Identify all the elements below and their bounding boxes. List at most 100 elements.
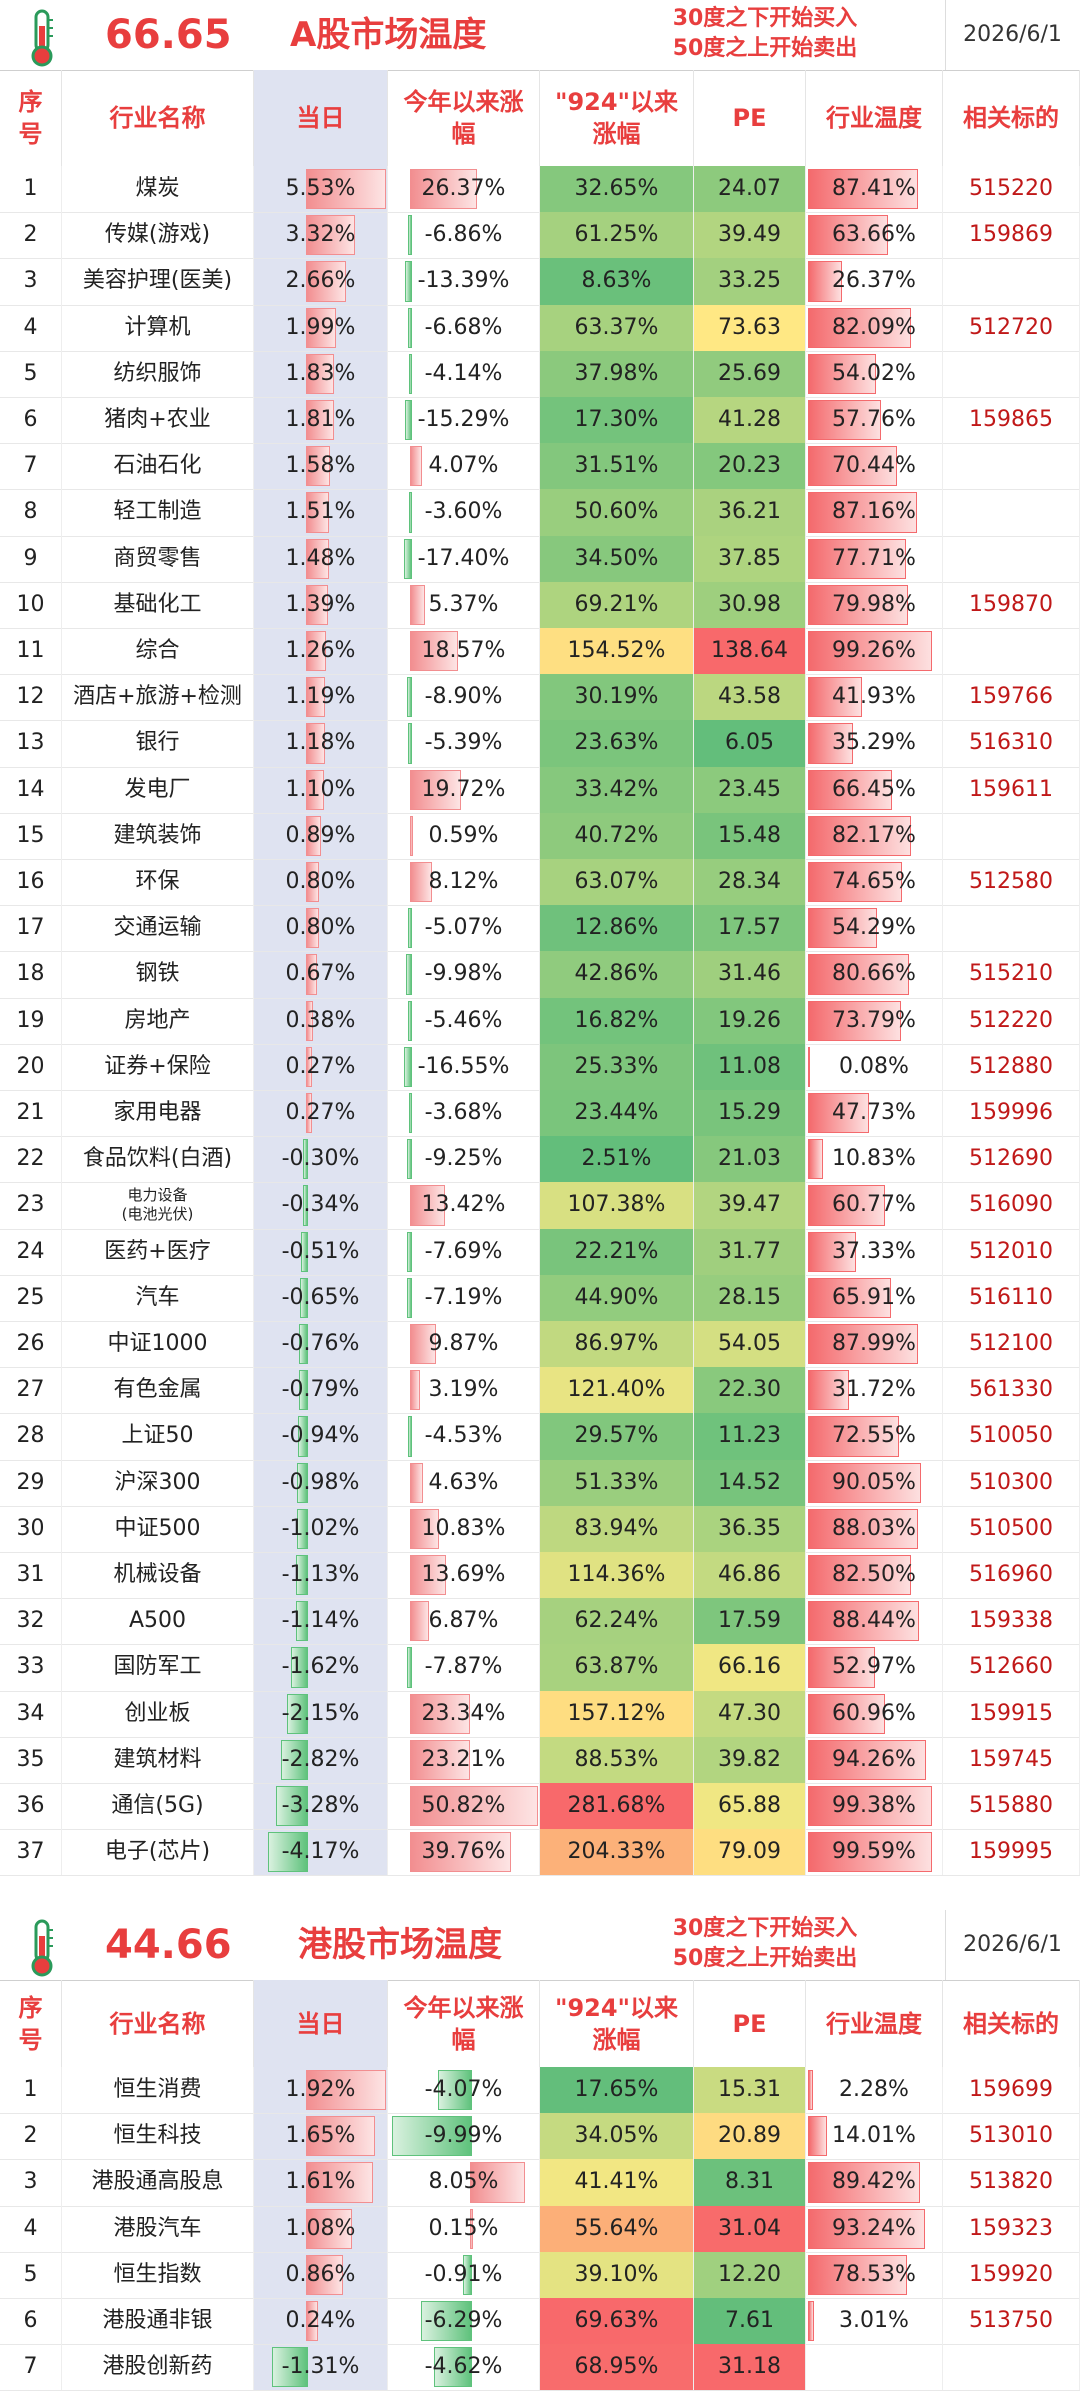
today-bar — [301, 1231, 308, 1272]
cell-pe-text: 31.77 — [718, 1238, 781, 1264]
cell-idx-text: 1 — [23, 176, 38, 201]
cell-today: 0.80% — [254, 859, 388, 906]
ytd-bar — [470, 2162, 526, 2203]
cell-today: -2.82% — [254, 1736, 388, 1783]
cell-idx: 10 — [0, 581, 62, 628]
cell-temp-text: 90.05% — [832, 1469, 916, 1495]
cell-idx-text: 22 — [16, 1146, 45, 1172]
cell-name-text: 基础化工 — [113, 591, 202, 617]
cell-temp-text: 72.55% — [832, 1423, 916, 1449]
cell-temp-text: 89.42% — [832, 2169, 916, 2195]
ytd-bar — [404, 1046, 412, 1087]
cell-ytd-text: 26.37% — [421, 176, 506, 201]
cell-ytd-text: -7.19% — [424, 1284, 503, 1310]
cell-code: 159338 — [943, 1598, 1080, 1645]
cell-pe-text: 47.30 — [718, 1700, 781, 1726]
cell-idx: 4 — [0, 304, 62, 351]
report-date: 2026/6/1 — [963, 22, 1062, 47]
temperature-bar — [808, 307, 911, 348]
today-bar — [306, 954, 318, 995]
temperature-bar — [808, 2301, 814, 2342]
cell-name-text: 酒店+旅游+检测 — [73, 684, 242, 710]
cell-today: -0.98% — [254, 1459, 388, 1506]
cell-temp-text: 80.66% — [832, 961, 916, 987]
cell-since924-text: 12.86% — [574, 915, 659, 941]
cell-pe-text: 22.30 — [718, 1377, 781, 1403]
temperature-bar — [808, 538, 906, 579]
cell-code: 515220 — [943, 166, 1080, 213]
cell-idx-text: 27 — [16, 1377, 45, 1403]
ytd-bar — [410, 1462, 424, 1503]
ytd-bar — [420, 2301, 472, 2342]
cell-idx: 30 — [0, 1505, 62, 1552]
column-header-temp: 行业温度 — [806, 1980, 943, 2067]
cell-ytd-text: 9.87% — [428, 1331, 499, 1356]
cell-temp: 14.01% — [806, 2113, 943, 2160]
cell-name: 钢铁 — [62, 951, 254, 998]
cell-temp: 70.44% — [806, 443, 943, 490]
cell-name-text: 国防军工 — [113, 1654, 202, 1680]
cell-temp-text: 2.28% — [839, 2077, 909, 2102]
ytd-bar — [408, 353, 412, 394]
cell-idx: 4 — [0, 2205, 62, 2252]
cell-idx-text: 17 — [16, 915, 45, 941]
cell-temp-text: 73.79% — [832, 1007, 916, 1033]
cell-idx: 11 — [0, 628, 62, 675]
cell-temp: 89.42% — [806, 2159, 943, 2206]
cell-temp: 0.08% — [806, 1043, 943, 1090]
cell-today-text: 3.32% — [285, 222, 356, 248]
cell-code: 159870 — [943, 581, 1080, 628]
cell-today-text: 1.83% — [285, 360, 356, 386]
cell-idx-text: 26 — [16, 1331, 45, 1356]
cell-since924-text: 114.36% — [567, 1562, 666, 1587]
today-bar — [306, 2254, 343, 2295]
sell-rule: 50度之上开始卖出 — [672, 36, 858, 61]
cell-today: 2.66% — [254, 258, 388, 305]
cell-temp-text: 82.17% — [832, 822, 916, 848]
cell-name: 中证1000 — [62, 1321, 254, 1368]
temperature-bar — [808, 1277, 892, 1318]
table-row: 28 上证50 -0.94% -4.53% 29.57% 11.23 72.55% 51005… — [0, 1413, 1080, 1461]
cell-since924: 25.33% — [540, 1043, 694, 1090]
cell-pe: 30.98 — [694, 581, 806, 628]
cell-today-text: -0.34% — [281, 1192, 360, 1218]
cell-idx: 34 — [0, 1690, 62, 1737]
temperature-bar — [808, 1693, 885, 1734]
ytd-bar — [410, 1739, 470, 1780]
cell-code — [943, 535, 1080, 582]
cell-ytd-text: 3.19% — [428, 1377, 499, 1403]
cell-idx-text: 4 — [23, 314, 38, 340]
cell-pe-text: 12.20 — [718, 2261, 781, 2287]
cell-temp: 54.29% — [806, 905, 943, 952]
cell-ytd: -3.68% — [388, 1090, 540, 1137]
cell-name: 机械设备 — [62, 1552, 254, 1599]
cell-idx: 20 — [0, 1043, 62, 1090]
cell-since924: 204.33% — [540, 1829, 694, 1876]
cell-code: 515880 — [943, 1783, 1080, 1830]
cell-idx-text: 31 — [16, 1562, 45, 1587]
cell-ytd-text: -3.68% — [424, 1100, 503, 1125]
cell-idx: 6 — [0, 2298, 62, 2345]
cell-code: 512100 — [943, 1321, 1080, 1368]
cell-since924: 114.36% — [540, 1552, 694, 1599]
cell-today: 1.26% — [254, 628, 388, 675]
cell-name-text: 商贸零售 — [113, 545, 202, 571]
cell-since924-text: 40.72% — [574, 822, 659, 848]
cell-idx: 1 — [0, 166, 62, 213]
cell-temp-text: 93.24% — [832, 2215, 916, 2241]
cell-since924: 22.21% — [540, 1228, 694, 1275]
cell-today: -1.02% — [254, 1505, 388, 1552]
temperature-bar — [808, 2116, 828, 2157]
cell-since924: 83.94% — [540, 1505, 694, 1552]
cell-idx-text: 3 — [23, 268, 38, 294]
cell-ytd: 19.72% — [388, 766, 540, 813]
cell-since924: 69.21% — [540, 581, 694, 628]
cell-since924: 50.60% — [540, 489, 694, 536]
today-bar — [306, 1046, 312, 1087]
cell-idx-text: 28 — [16, 1423, 45, 1449]
cell-temp-text: 57.76% — [832, 407, 916, 432]
cell-temp: 41.93% — [806, 674, 943, 721]
cell-name-text: 恒生指数 — [113, 2261, 202, 2287]
today-bar — [306, 307, 337, 348]
ytd-bar — [410, 584, 426, 625]
